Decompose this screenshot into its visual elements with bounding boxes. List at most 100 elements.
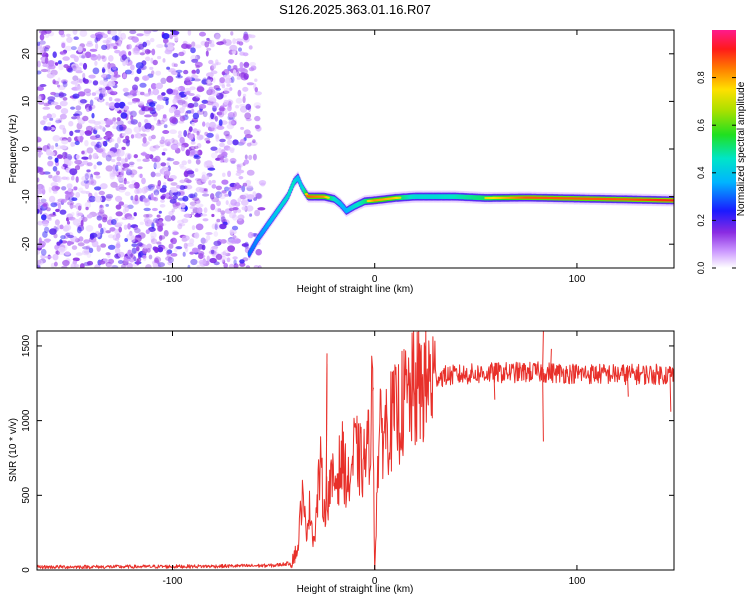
- noise-cell: [127, 101, 133, 106]
- noise-cell: [191, 225, 196, 231]
- noise-cell: [116, 156, 122, 162]
- noise-cell: [168, 243, 174, 249]
- noise-cell: [37, 185, 45, 192]
- noise-cell: [226, 257, 231, 263]
- noise-cell: [187, 103, 195, 108]
- noise-cell: [56, 241, 61, 246]
- noise-cell: [72, 218, 80, 226]
- noise-cell: [174, 87, 181, 91]
- noise-cell: [153, 116, 157, 121]
- noise-cell: [96, 215, 103, 221]
- noise-cell: [78, 54, 87, 59]
- y-tick-label: 10: [21, 95, 32, 107]
- noise-cell: [254, 78, 258, 82]
- noise-cell: [182, 251, 186, 257]
- noise-cell: [172, 188, 179, 193]
- noise-cell: [229, 44, 238, 52]
- noise-cell: [215, 253, 223, 260]
- noise-cell: [199, 31, 206, 37]
- noise-cell: [157, 180, 162, 187]
- noise-cell: [133, 212, 137, 217]
- noise-cell: [147, 107, 154, 111]
- noise-cell: [210, 146, 218, 151]
- noise-cell: [43, 102, 50, 107]
- noise-cell: [68, 120, 74, 127]
- noise-cell: [51, 113, 57, 119]
- noise-cell: [192, 197, 200, 201]
- noise-cell: [167, 261, 173, 266]
- noise-cell: [94, 195, 103, 203]
- noise-cell: [209, 121, 216, 128]
- noise-cell: [177, 85, 186, 92]
- noise-cell: [221, 151, 228, 157]
- noise-cell: [72, 30, 78, 35]
- noise-cell: [39, 171, 46, 175]
- noise-cell: [39, 84, 47, 87]
- noise-cell: [105, 203, 109, 207]
- noise-cell: [216, 200, 221, 207]
- noise-cell: [115, 195, 123, 202]
- noise-cell: [222, 38, 227, 43]
- colorbar: 0.0 0.2 0.4 0.6 0.8 Normalized spectral ampl…: [696, 30, 747, 274]
- noise-cell: [55, 118, 61, 124]
- noise-cell: [95, 43, 99, 50]
- noise-cell: [67, 187, 72, 193]
- noise-cell: [158, 210, 162, 214]
- noise-cell: [242, 52, 249, 57]
- noise-cell: [210, 193, 215, 200]
- noise-cell: [37, 250, 41, 255]
- noise-cell: [69, 130, 74, 137]
- noise-cell: [166, 41, 173, 46]
- y-tick-label: 0: [21, 567, 32, 573]
- noise-cell: [71, 116, 78, 120]
- noise-cell: [190, 47, 196, 54]
- noise-cell: [79, 129, 85, 136]
- noise-cell: [71, 245, 78, 250]
- noise-cell: [132, 84, 138, 91]
- noise-cell: [175, 69, 183, 73]
- colorbar-gradient: [712, 30, 736, 268]
- noise-cell: [104, 136, 108, 140]
- noise-cell: [142, 41, 147, 48]
- noise-cell: [120, 112, 128, 119]
- noise-cell: [202, 77, 208, 85]
- noise-cell: [42, 106, 51, 110]
- noise-cell: [243, 33, 249, 41]
- noise-cell: [61, 198, 67, 203]
- noise-cell: [172, 195, 178, 200]
- noise-cell: [63, 158, 69, 165]
- noise-cell: [253, 197, 258, 201]
- noise-cell: [59, 50, 67, 56]
- noise-cell: [122, 180, 130, 185]
- noise-cell: [225, 134, 233, 140]
- noise-cell: [223, 262, 228, 268]
- noise-cell: [222, 251, 227, 256]
- noise-cell: [219, 193, 226, 200]
- noise-cell: [254, 209, 261, 217]
- x-tick-label: 100: [569, 576, 586, 587]
- noise-cell: [91, 92, 97, 96]
- noise-cell: [243, 61, 250, 68]
- noise-cell: [52, 135, 61, 142]
- noise-cell: [216, 125, 225, 130]
- noise-cell: [233, 182, 241, 189]
- noise-cell: [220, 210, 226, 215]
- noise-cell: [227, 112, 235, 118]
- noise-cell: [134, 226, 139, 231]
- noise-cell: [96, 245, 101, 252]
- noise-cell: [77, 242, 85, 247]
- noise-cell: [71, 197, 78, 201]
- noise-cell: [101, 33, 109, 39]
- snr-spike: [493, 372, 496, 400]
- noise-cell: [143, 30, 151, 37]
- noise-cell: [207, 167, 216, 171]
- noise-cell: [94, 192, 98, 198]
- noise-cell: [139, 221, 144, 225]
- noise-cell: [196, 86, 205, 92]
- noise-cell: [101, 152, 107, 158]
- noise-cell: [126, 171, 130, 176]
- noise-cell: [55, 142, 59, 147]
- noise-cell: [180, 208, 186, 212]
- noise-cell: [98, 260, 106, 265]
- noise-cell: [83, 179, 89, 184]
